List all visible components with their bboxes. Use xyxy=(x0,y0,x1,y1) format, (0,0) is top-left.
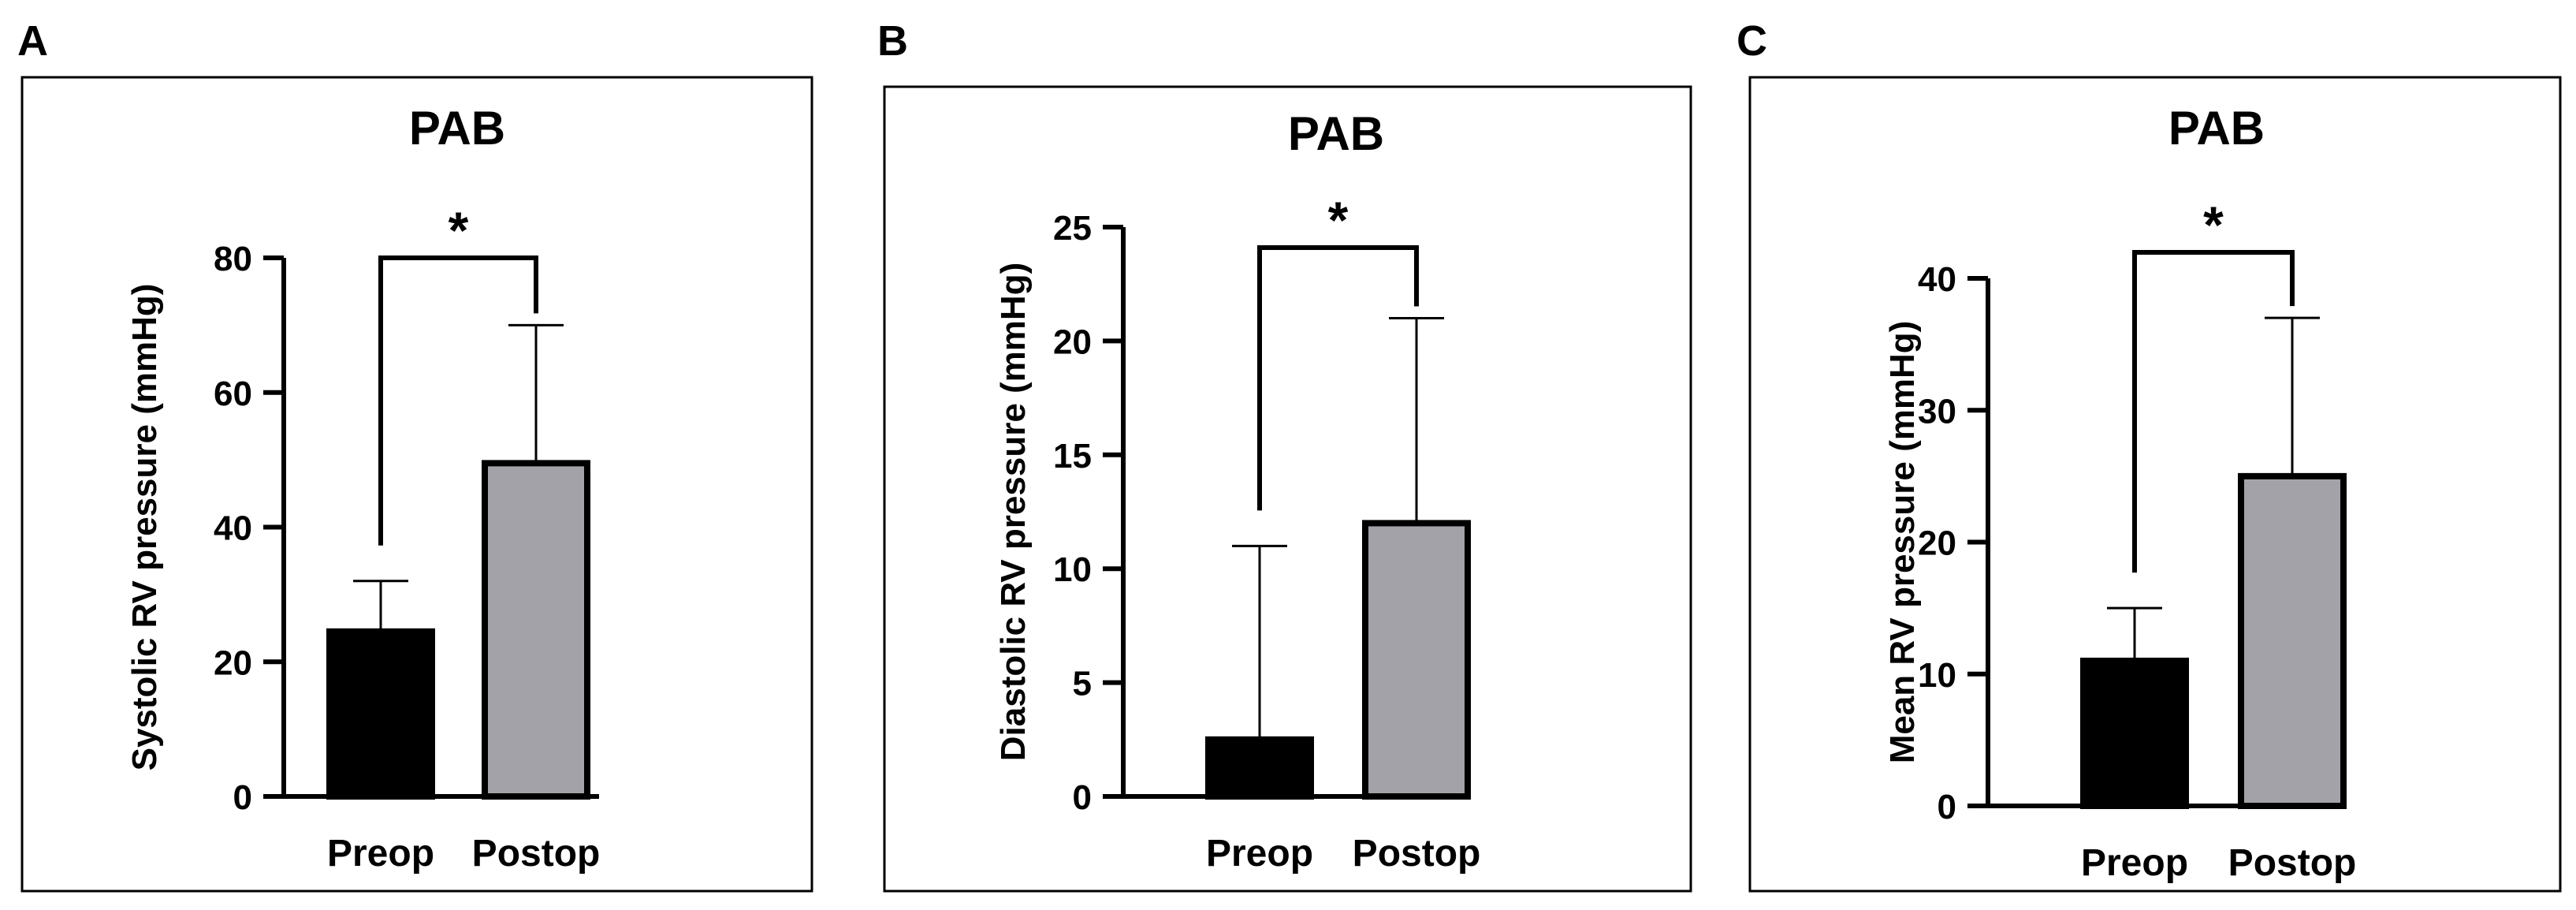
y-axis-label: Systolic RV pressure (mmHg) xyxy=(125,284,164,771)
y-tick-label: 0 xyxy=(1938,788,1956,826)
panel-b: B PAB 0 5 10 15 20 25 Diastolic RV pressure (mmH… xyxy=(877,17,1692,893)
panel-frame xyxy=(883,85,1692,893)
x-tick-label: Preop xyxy=(1206,833,1313,875)
panel-letter: B xyxy=(877,17,908,65)
x-tick-label: Preop xyxy=(2081,842,2188,884)
y-tick-label: 60 xyxy=(214,375,252,413)
y-tick-label: 20 xyxy=(1053,323,1092,361)
panel-frame xyxy=(20,76,813,893)
y-axis-label: Diastolic RV pressure (mmHg) xyxy=(994,263,1033,761)
significance-marker: * xyxy=(2203,196,2224,254)
x-tick-label: Postop xyxy=(472,833,601,875)
significance-marker: * xyxy=(449,201,469,259)
x-tick-label: Preop xyxy=(327,833,434,875)
chart-title: PAB xyxy=(409,102,505,155)
y-tick-label: 10 xyxy=(1918,656,1956,695)
y-tick-label: 30 xyxy=(1918,392,1956,431)
significance-bracket xyxy=(2132,250,2295,573)
y-tick-label: 0 xyxy=(1073,778,1092,817)
y-tick-label: 40 xyxy=(214,509,252,548)
chart-title: PAB xyxy=(2168,102,2265,155)
y-axis-label: Mean RV pressure (mmHg) xyxy=(1883,321,1922,764)
bar-postop xyxy=(482,460,590,800)
panel-c: C PAB 0 10 20 30 40 Mean RV pressure (mmHg) Preo… xyxy=(1737,17,2562,893)
panel-frame xyxy=(1748,76,2562,893)
y-tick-label: 15 xyxy=(1053,437,1092,476)
bar-postop xyxy=(2238,472,2347,809)
significance-bracket xyxy=(1257,245,1419,511)
x-tick-label: Postop xyxy=(2228,842,2357,884)
panel-a: A PAB 0 20 40 60 80 Systolic RV pressure (mmHg)… xyxy=(17,17,813,893)
y-tick-label: 40 xyxy=(1918,260,1956,299)
y-tick-label: 5 xyxy=(1073,665,1092,703)
panel-letter: A xyxy=(17,17,48,65)
y-tick-label: 20 xyxy=(214,643,252,682)
significance-bracket xyxy=(378,255,538,546)
y-tick-label: 0 xyxy=(233,778,252,817)
bar-preop xyxy=(1205,736,1314,800)
bar-preop xyxy=(326,628,435,800)
bar-preop xyxy=(2080,658,2189,810)
bar-postop xyxy=(1362,520,1471,800)
chart-title: PAB xyxy=(1288,107,1384,160)
panel-letter: C xyxy=(1737,17,1767,65)
significance-marker: * xyxy=(1328,191,1349,249)
y-tick-label: 20 xyxy=(1918,524,1956,563)
y-tick-label: 25 xyxy=(1053,209,1092,248)
x-tick-label: Postop xyxy=(1353,833,1481,875)
y-tick-label: 80 xyxy=(214,240,252,278)
y-tick-label: 10 xyxy=(1053,550,1092,589)
